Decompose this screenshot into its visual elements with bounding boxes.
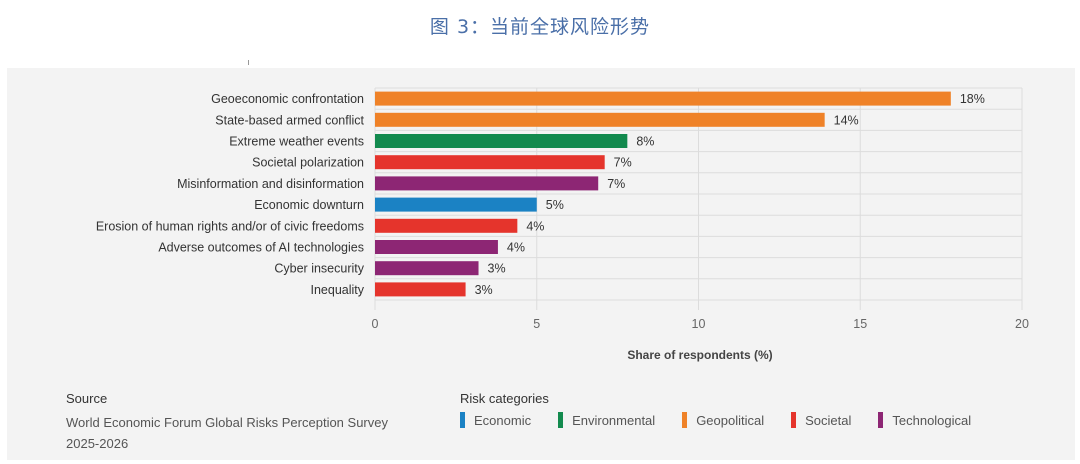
x-axis-label: Share of respondents (%): [627, 348, 772, 362]
legend-label: Geopolitical: [696, 412, 765, 428]
value-label: 3%: [488, 262, 506, 276]
category-labels: Geoeconomic confrontation State-based arm…: [96, 92, 365, 297]
legend-swatch: [878, 412, 884, 428]
category-label: Geoeconomic confrontation: [211, 92, 364, 106]
source-text: World Economic Forum Global Risks Percep…: [66, 415, 388, 451]
x-tick-label: 10: [692, 317, 706, 331]
value-label: 4%: [526, 219, 544, 233]
category-label: Economic downturn: [254, 198, 364, 212]
bar: [375, 282, 466, 297]
legend-item: Economic: [460, 412, 531, 428]
value-label: 7%: [607, 177, 625, 191]
value-label: 7%: [614, 156, 632, 170]
bar: [375, 155, 605, 170]
legend: Economic Environmental Geopolitical Societa…: [460, 412, 998, 428]
legend-swatch: [791, 412, 797, 428]
legend-title: Risk categories: [460, 391, 549, 406]
bar: [375, 261, 479, 276]
x-tick-label: 20: [1015, 317, 1029, 331]
x-tick-label: 15: [853, 317, 867, 331]
x-tick-labels: 0 5 10 15 20: [372, 317, 1029, 331]
category-label: Misinformation and disinformation: [177, 177, 364, 191]
bar: [375, 91, 951, 106]
legend-item: Societal: [791, 412, 851, 428]
bar: [375, 134, 628, 148]
legend-label: Economic: [474, 412, 532, 428]
legend-swatch: [558, 412, 564, 428]
bar: [375, 218, 518, 233]
category-label: Erosion of human rights and/or of civic …: [96, 219, 364, 233]
category-label: Inequality: [310, 283, 364, 297]
bars: [375, 91, 951, 297]
legend-swatch: [682, 412, 688, 428]
bar: [375, 112, 825, 127]
value-label: 14%: [834, 113, 859, 127]
category-label: Societal polarization: [252, 156, 364, 170]
value-label: 5%: [546, 198, 564, 212]
category-label: Extreme weather events: [229, 135, 364, 149]
bar: [375, 197, 537, 212]
legend-item: Environmental: [558, 412, 655, 428]
legend-item: Technological: [878, 412, 971, 428]
legend-item: Geopolitical: [682, 412, 764, 428]
stray-tick-mark: [248, 60, 249, 65]
legend-label: Societal: [805, 412, 852, 428]
category-label: Cyber insecurity: [274, 262, 364, 276]
x-tick-label: 0: [372, 317, 379, 331]
value-label: 3%: [475, 283, 493, 297]
legend-swatch: [460, 412, 465, 428]
source-title: Source: [66, 391, 108, 406]
category-label: State-based armed conflict: [215, 113, 364, 127]
value-label: 18%: [960, 92, 985, 106]
value-labels: 18%14%8%7%7%5%4%4%3%3%: [475, 92, 985, 297]
bar: [375, 240, 498, 254]
value-label: 4%: [507, 241, 525, 255]
legend-label: Technological: [892, 412, 972, 428]
figure-title: 图 3：当前全球风险形势: [429, 16, 651, 38]
chart-panel: [7, 68, 1075, 460]
x-tick-label: 5: [533, 317, 540, 331]
value-label: 8%: [636, 135, 654, 149]
legend-label: Environmental: [572, 412, 656, 428]
category-label: Adverse outcomes of AI technologies: [158, 241, 364, 255]
bar: [375, 176, 599, 191]
